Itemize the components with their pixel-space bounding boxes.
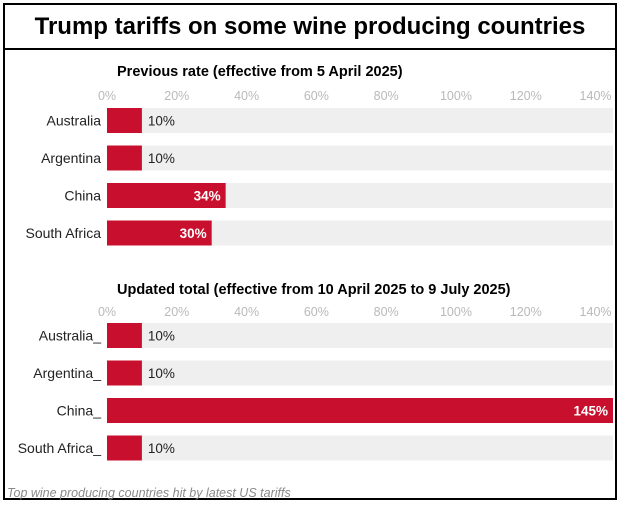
x-tick-label: 140% [580, 305, 612, 319]
bar [107, 220, 212, 246]
category-label: South Africa_ [18, 440, 101, 456]
x-tick-label: 100% [440, 305, 472, 319]
category-label: Australia_ [39, 328, 101, 344]
panel-2-title: Updated total (effective from 10 April 2… [117, 282, 511, 298]
x-tick-label: 140% [580, 89, 612, 103]
data-label: 30% [180, 226, 207, 241]
category-label: South Africa [26, 225, 102, 241]
x-tick-label: 100% [440, 89, 472, 103]
x-tick-label: 120% [510, 305, 542, 319]
bar-track [107, 360, 613, 386]
data-label: 10% [148, 114, 175, 129]
bar [107, 435, 142, 461]
x-tick-label: 0% [98, 305, 116, 319]
panel-1-title: Previous rate (effective from 5 April 20… [117, 64, 403, 80]
x-tick-label: 40% [234, 89, 259, 103]
bar-track [107, 108, 613, 133]
bar [107, 108, 142, 133]
x-tick-label: 20% [164, 89, 189, 103]
x-tick-label: 60% [304, 89, 329, 103]
x-tick-label: 40% [234, 305, 259, 319]
x-tick-label: 20% [164, 305, 189, 319]
x-tick-label: 60% [304, 305, 329, 319]
bar-track [107, 145, 613, 171]
data-label: 34% [194, 189, 221, 204]
category-label: China [64, 188, 101, 204]
x-tick-label: 0% [98, 89, 116, 103]
title-box: Trump tariffs on some wine producing cou… [3, 3, 617, 50]
data-label: 10% [148, 329, 175, 344]
footer-caption: Top wine producing countries hit by late… [7, 486, 291, 500]
category-label: Argentina [41, 150, 101, 166]
bar-track [107, 323, 613, 348]
data-label: 10% [148, 441, 175, 456]
bar-track [107, 435, 613, 461]
bar [107, 360, 142, 386]
x-tick-label: 80% [374, 305, 399, 319]
bar [107, 145, 142, 171]
category-label: Australia [47, 113, 102, 129]
data-label: 145% [573, 404, 608, 419]
bar [107, 323, 142, 348]
data-label: 10% [148, 366, 175, 381]
data-label: 10% [148, 151, 175, 166]
category-label: Argentina_ [33, 365, 101, 381]
x-tick-label: 80% [374, 89, 399, 103]
panel-1-chart: 0% 20% 40% 60% 80% 100% 120% 140% Australia 10% Ar… [26, 89, 613, 246]
x-tick-label: 120% [510, 89, 542, 103]
bar [107, 183, 226, 208]
panel-2-chart: 0% 20% 40% 60% 80% 100% 120% 140% Australia_ 10% A… [18, 305, 613, 461]
bar [107, 398, 613, 423]
chart-title: Trump tariffs on some wine producing cou… [34, 13, 586, 40]
category-label: China_ [57, 403, 102, 419]
